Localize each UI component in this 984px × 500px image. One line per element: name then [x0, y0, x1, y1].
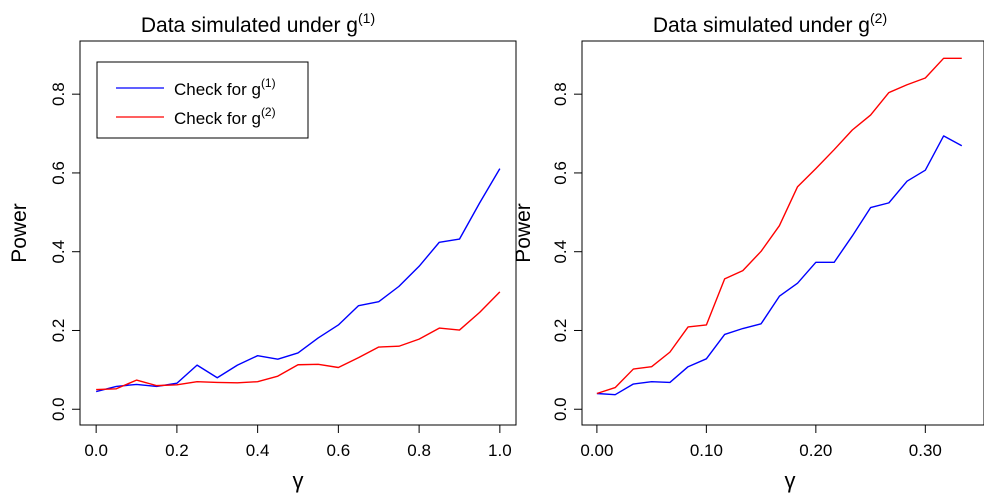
left-series-line-blue: [95, 168, 501, 393]
right-y-axis: 0.0 0.2 0.4 0.6 0.8: [551, 82, 582, 421]
legend-box: [96, 61, 309, 139]
left-x-tick-label: 0.6: [327, 441, 351, 460]
right-x-tick-label: 0.00: [580, 441, 613, 460]
right-chart-title: Data simulated under g(2): [653, 10, 887, 37]
left-chart-title: Data simulated under g(1): [141, 10, 375, 37]
right-chart-title-text: Data simulated under g: [653, 14, 870, 37]
right-y-tick-label: 0.0: [551, 397, 570, 421]
right-x-tick-label: 0.30: [909, 441, 942, 460]
left-y-tick-label: 0.0: [49, 397, 68, 421]
legend-entry-2: Check for g(2): [174, 105, 276, 128]
left-y-axis: 0.0 0.2 0.4 0.6 0.8: [49, 82, 80, 421]
right-y-axis-label: Power: [512, 203, 535, 263]
left-x-tick-label: 0.0: [84, 441, 108, 460]
left-chart-title-superscript: (1): [358, 10, 375, 26]
legend: Check for g(1) Check for g(2): [96, 61, 309, 139]
left-x-axis-label: γ: [293, 468, 304, 493]
left-chart-panel: Data simulated under g(1) 0.0 0.2 0.4 0.6 0.…: [8, 10, 517, 493]
right-x-tick-label: 0.10: [690, 441, 723, 460]
right-plot-area: [581, 40, 984, 426]
legend-entry-1-superscript: (1): [261, 76, 276, 90]
right-chart-panel: Data simulated under g(2) 0.00 0.10 0.20 0.…: [512, 10, 984, 493]
legend-entry-2-superscript: (2): [261, 105, 276, 119]
right-y-tick-label: 0.6: [551, 161, 570, 185]
left-y-axis-label: Power: [8, 203, 31, 263]
legend-entry-2-label: Check for g: [174, 109, 261, 128]
legend-entry-1-label: Check for g: [174, 80, 261, 99]
left-x-tick-label: 0.8: [407, 441, 431, 460]
right-x-tick-label: 0.20: [799, 441, 832, 460]
legend-entry-1: Check for g(1): [174, 76, 276, 99]
left-series-line-red: [96, 291, 501, 391]
left-y-tick-label: 0.6: [49, 161, 68, 185]
left-series-lines: [95, 168, 501, 393]
right-series-line-blue: [596, 135, 963, 396]
right-x-axis-label: γ: [785, 468, 796, 493]
right-series-lines: [596, 57, 963, 396]
right-y-tick-label: 0.4: [551, 240, 570, 264]
right-chart-title-superscript: (2): [870, 10, 887, 26]
right-y-tick-label: 0.8: [551, 82, 570, 106]
left-plot-area: [79, 40, 517, 426]
right-x-axis: 0.00 0.10 0.20 0.30: [580, 425, 942, 460]
left-chart-title-text: Data simulated under g: [141, 14, 358, 37]
left-x-tick-label: 1.0: [488, 441, 512, 460]
right-y-tick-label: 0.2: [551, 319, 570, 343]
left-y-tick-label: 0.8: [49, 82, 68, 106]
left-x-axis: 0.0 0.2 0.4 0.6 0.8 1.0: [84, 425, 512, 460]
left-x-tick-label: 0.4: [246, 441, 270, 460]
left-y-tick-label: 0.2: [49, 319, 68, 343]
left-y-tick-label: 0.4: [49, 240, 68, 264]
right-series-line-red: [596, 57, 962, 395]
left-x-tick-label: 0.2: [165, 441, 189, 460]
